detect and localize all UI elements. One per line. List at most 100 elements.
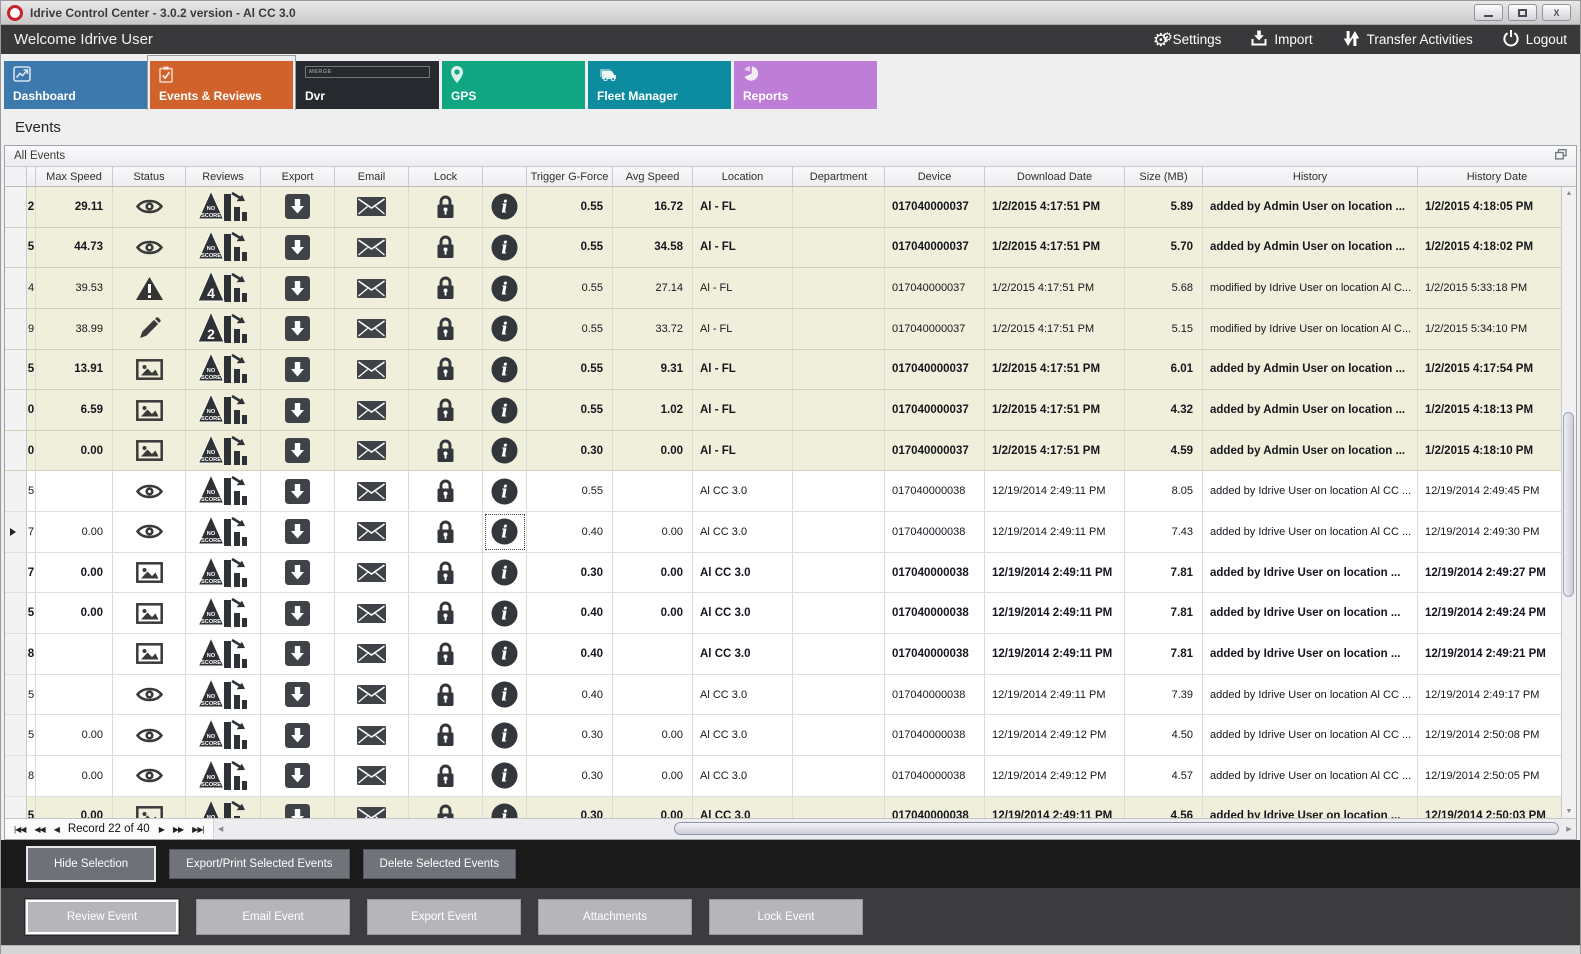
- column-header-trigger[interactable]: Trigger G-Force: [527, 167, 613, 186]
- vertical-scrollbar[interactable]: ▲ ▼: [1561, 187, 1576, 818]
- close-button[interactable]: X: [1542, 4, 1571, 21]
- table-row[interactable]: 9 38.99 2 i 0.55 33.72 Al - FL 017040000037 1/2/…: [5, 308, 1561, 350]
- tab-fleet-manager[interactable]: Fleet Manager: [588, 61, 731, 109]
- table-row[interactable]: 0 6.59 NO SCORE i 0.55 1.02 Al - FL 017040000037…: [5, 390, 1561, 431]
- last-record-button[interactable]: ▶▶|: [192, 824, 204, 834]
- email-icon[interactable]: [357, 319, 386, 339]
- email-icon[interactable]: [357, 237, 386, 257]
- column-header-lock[interactable]: Lock: [409, 167, 483, 186]
- email-icon[interactable]: [357, 481, 386, 501]
- export-icon[interactable]: [285, 356, 310, 382]
- info-icon[interactable]: i: [491, 559, 518, 586]
- info-icon[interactable]: i: [491, 234, 518, 261]
- first-record-button[interactable]: |◀◀: [14, 824, 26, 834]
- lock-icon[interactable]: [435, 316, 456, 342]
- export-icon[interactable]: [285, 194, 310, 220]
- lock-icon[interactable]: [435, 600, 456, 626]
- import-button[interactable]: Import: [1251, 30, 1313, 49]
- table-row[interactable]: 8 NO SCORE i 0.40 Al CC 3.0 017040000038 12/19/…: [5, 634, 1561, 675]
- table-row[interactable]: 5 NO SCORE i 0.40 Al CC 3.0 017040000038 12/19/…: [5, 674, 1561, 716]
- column-header-status[interactable]: Status: [113, 167, 186, 186]
- table-row[interactable]: 5 13.91 NO SCORE i 0.55 9.31 Al - FL 01704000003…: [5, 349, 1561, 391]
- export-icon[interactable]: [285, 682, 310, 707]
- email-icon[interactable]: [357, 766, 386, 786]
- next-record-button[interactable]: ▶: [158, 824, 165, 834]
- email-icon[interactable]: [357, 806, 386, 818]
- info-icon[interactable]: i: [491, 478, 518, 505]
- table-row[interactable]: 7 0.00 NO SCORE i 0.40 0.00 Al CC 3.0 0170400000…: [5, 512, 1561, 553]
- email-icon[interactable]: [357, 725, 386, 745]
- email-icon[interactable]: [357, 441, 386, 461]
- email-icon[interactable]: [357, 197, 386, 217]
- column-header-max_speed[interactable]: Max Speed: [36, 167, 113, 186]
- export-icon[interactable]: [285, 600, 310, 626]
- table-row[interactable]: 5 0.00 NO SCORE i 0.40 0.00 Al CC 3.0 0170400000…: [5, 593, 1561, 635]
- tab-dvr[interactable]: MERGE Dvr: [296, 61, 439, 109]
- delete-selected-events-button[interactable]: Delete Selected Events: [362, 849, 517, 879]
- info-icon[interactable]: i: [491, 356, 518, 383]
- info-icon[interactable]: i: [491, 275, 518, 302]
- scroll-down-icon[interactable]: ▼: [1565, 808, 1573, 815]
- prev-record-button[interactable]: ◀: [53, 824, 60, 834]
- transfer-activities-button[interactable]: Transfer Activities: [1343, 30, 1473, 50]
- info-icon[interactable]: i: [491, 193, 518, 220]
- email-icon[interactable]: [357, 644, 386, 664]
- review-event-button[interactable]: Review Event: [25, 898, 179, 935]
- export-icon[interactable]: [285, 763, 310, 789]
- restore-panel-icon[interactable]: [1555, 149, 1567, 163]
- lock-icon[interactable]: [435, 356, 456, 382]
- export-event-button[interactable]: Export Event: [367, 898, 521, 935]
- table-row[interactable]: 2 29.11 NO SCORE i 0.55 16.72 Al - FL 0170400000…: [5, 187, 1561, 228]
- info-icon[interactable]: i: [491, 640, 518, 667]
- info-icon[interactable]: i: [491, 397, 518, 424]
- export-icon[interactable]: [285, 641, 310, 667]
- lock-icon[interactable]: [435, 641, 456, 667]
- column-header-history_date[interactable]: History Date: [1466, 170, 1528, 183]
- info-icon[interactable]: i: [491, 600, 518, 627]
- export-icon[interactable]: [285, 803, 310, 818]
- hide-selection-button[interactable]: Hide Selection: [26, 846, 157, 882]
- email-event-button[interactable]: Email Event: [196, 898, 350, 935]
- email-icon[interactable]: [357, 603, 386, 623]
- table-row[interactable]: 0 0.00 NO SCORE i 0.30 0.00 Al - FL 017040000037…: [5, 430, 1561, 472]
- column-header-avg_speed[interactable]: Avg Speed: [613, 167, 693, 186]
- export-icon[interactable]: [285, 234, 310, 260]
- info-icon[interactable]: i: [491, 681, 518, 708]
- prev-page-button[interactable]: ◀◀: [34, 824, 45, 834]
- table-row[interactable]: 7 0.00 NO SCORE i 0.30 0.00 Al CC 3.0 0170400000…: [5, 552, 1561, 594]
- column-header-review[interactable]: Reviews: [186, 167, 261, 186]
- column-header-history[interactable]: History: [1203, 167, 1418, 186]
- lock-icon[interactable]: [435, 519, 456, 545]
- email-icon[interactable]: [357, 278, 386, 298]
- tab-events-reviews[interactable]: Events & Reviews: [147, 55, 296, 110]
- export-icon[interactable]: [285, 275, 310, 301]
- info-icon[interactable]: i: [491, 722, 518, 749]
- export-icon[interactable]: [285, 438, 310, 464]
- export-icon[interactable]: [285, 519, 310, 545]
- export-icon[interactable]: [285, 316, 310, 342]
- column-header-device[interactable]: Device: [885, 167, 985, 186]
- lock-icon[interactable]: [435, 275, 456, 301]
- info-icon[interactable]: i: [491, 315, 518, 342]
- column-header-email[interactable]: Email: [335, 167, 409, 186]
- horizontal-scrollbar[interactable]: ◀ ▶: [212, 819, 1576, 839]
- lock-event-button[interactable]: Lock Event: [709, 898, 863, 935]
- lock-icon[interactable]: [435, 478, 456, 504]
- export-icon[interactable]: [285, 397, 310, 423]
- column-header-export[interactable]: Export: [261, 167, 335, 186]
- table-row[interactable]: 8 0.00 NO SCORE i 0.30 0.00 Al CC 3.0 0170400000…: [5, 755, 1561, 797]
- column-header-download_date[interactable]: Download Date: [985, 167, 1125, 186]
- scroll-left-icon[interactable]: ◀: [217, 826, 224, 833]
- lock-icon[interactable]: [435, 763, 456, 789]
- email-icon[interactable]: [357, 685, 386, 704]
- lock-icon[interactable]: [435, 438, 456, 464]
- column-header-size_mb[interactable]: Size (MB): [1125, 167, 1203, 186]
- lock-icon[interactable]: [435, 803, 456, 818]
- settings-button[interactable]: ⚙⚙ Settings: [1153, 31, 1222, 49]
- info-icon[interactable]: i: [491, 518, 518, 545]
- email-icon[interactable]: [357, 522, 386, 542]
- next-page-button[interactable]: ▶▶: [172, 824, 184, 834]
- email-icon[interactable]: [357, 563, 386, 583]
